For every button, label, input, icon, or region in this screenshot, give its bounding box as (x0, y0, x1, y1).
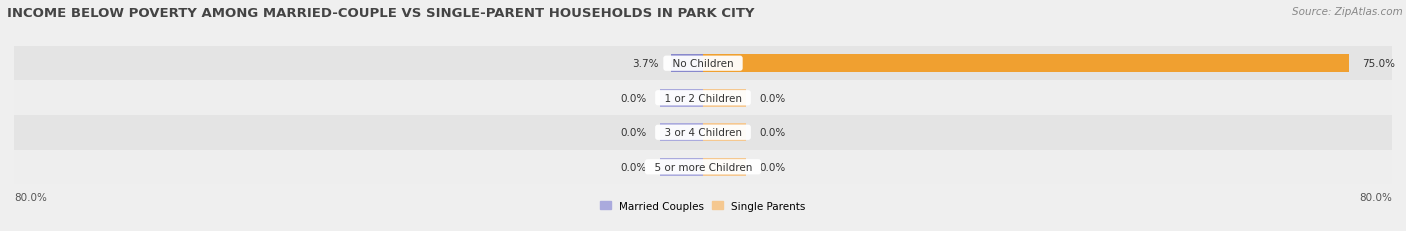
Text: 0.0%: 0.0% (759, 93, 785, 103)
Bar (703, 55, 1348, 73)
Bar (703, 89, 747, 107)
Text: 0.0%: 0.0% (621, 128, 647, 138)
Bar (703, 124, 747, 142)
Text: No Children: No Children (666, 59, 740, 69)
Text: 75.0%: 75.0% (1362, 59, 1395, 69)
Text: 3 or 4 Children: 3 or 4 Children (658, 128, 748, 138)
Bar (659, 89, 703, 107)
Bar (14, 150, 1392, 184)
Text: 0.0%: 0.0% (621, 162, 647, 172)
Legend: Married Couples, Single Parents: Married Couples, Single Parents (600, 201, 806, 211)
Text: INCOME BELOW POVERTY AMONG MARRIED-COUPLE VS SINGLE-PARENT HOUSEHOLDS IN PARK CI: INCOME BELOW POVERTY AMONG MARRIED-COUPL… (7, 7, 755, 20)
Text: Source: ZipAtlas.com: Source: ZipAtlas.com (1292, 7, 1403, 17)
Text: 1 or 2 Children: 1 or 2 Children (658, 93, 748, 103)
Bar (14, 116, 1392, 150)
Text: 80.0%: 80.0% (14, 192, 46, 202)
Bar (14, 81, 1392, 116)
Bar (671, 55, 703, 73)
Text: 0.0%: 0.0% (621, 93, 647, 103)
Text: 3.7%: 3.7% (631, 59, 658, 69)
Bar (14, 47, 1392, 81)
Bar (659, 158, 703, 176)
Text: 5 or more Children: 5 or more Children (648, 162, 758, 172)
Text: 0.0%: 0.0% (759, 128, 785, 138)
Bar (703, 158, 747, 176)
Text: 0.0%: 0.0% (759, 162, 785, 172)
Text: 80.0%: 80.0% (1360, 192, 1392, 202)
Bar (659, 124, 703, 142)
